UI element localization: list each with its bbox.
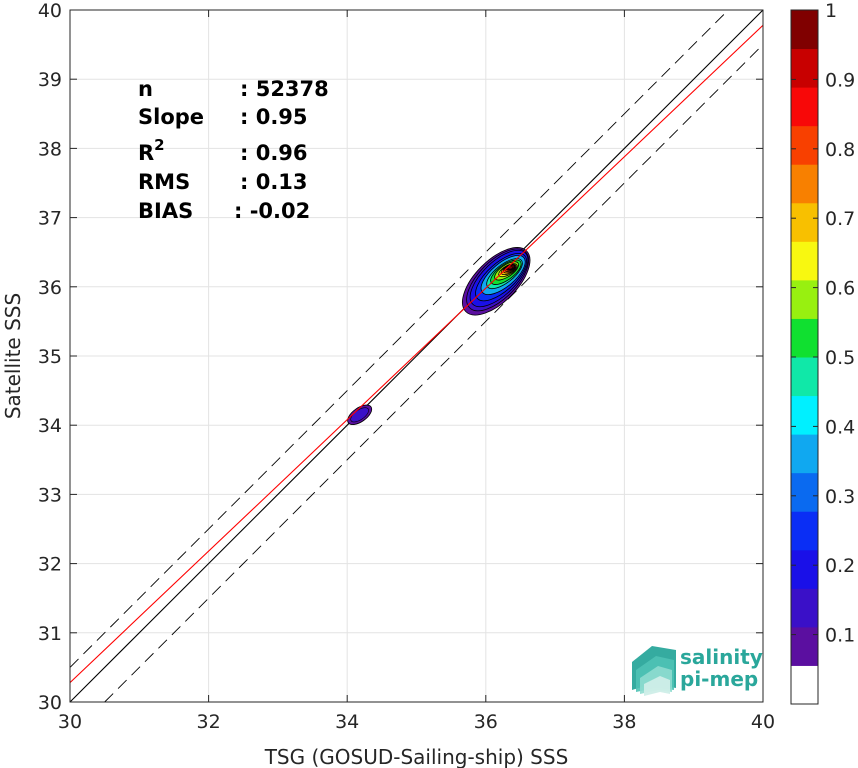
x-tick-label: 38 [612, 711, 636, 733]
stat-label: RMS [138, 170, 190, 194]
logo-line1: salinity [680, 645, 763, 669]
logo-line2: pi-mep [680, 667, 758, 691]
colorbar-segment [791, 472, 818, 512]
colorbar-segment [791, 511, 818, 551]
colorbar-tick-label: 0.2 [825, 555, 855, 577]
colorbar-tick-label: 0.1 [825, 625, 855, 647]
x-tick-label: 40 [751, 711, 775, 733]
stat-value: : -0.02 [234, 199, 310, 223]
reference-lines [69, 9, 764, 703]
fit-line [69, 24, 764, 684]
salinity-pimep-logo: salinity pi-mep [632, 645, 763, 696]
lower-bound-line [104, 44, 764, 703]
colorbar-segment [791, 318, 818, 358]
stat-value: : 0.96 [240, 141, 308, 165]
y-axis-label: Satellite SSS [1, 293, 25, 419]
colorbar-tick-label: 0.6 [825, 278, 855, 300]
upper-bound-line [69, 9, 729, 668]
colorbar-segment [791, 279, 818, 319]
wave-logo-icon [632, 646, 676, 696]
colorbar-tick-label: 0.8 [825, 139, 855, 161]
colorbar-tick-label: 0.5 [825, 347, 855, 369]
x-tick-label: 30 [58, 711, 82, 733]
stat-label: BIAS [138, 199, 193, 223]
colorbar-segment [791, 48, 818, 88]
x-axis-ticks: 30 32 34 36 38 40 [58, 10, 775, 733]
colorbar-segment [791, 549, 818, 589]
x-axis-label: TSG (GOSUD-Sailing-ship) SSS [264, 745, 569, 768]
colorbar-segment [791, 588, 818, 628]
stat-value: : 52378 [240, 77, 329, 101]
x-tick-label: 36 [474, 711, 498, 733]
y-tick-label: 40 [38, 0, 62, 22]
stat-label-superscript: 2 [154, 136, 164, 154]
colorbar-segment [791, 202, 818, 242]
x-tick-label: 34 [335, 711, 359, 733]
y-tick-label: 35 [38, 346, 62, 368]
colorbar-tick-label: 0.4 [825, 416, 855, 438]
colorbar-segment [791, 395, 818, 435]
y-tick-label: 37 [38, 208, 62, 230]
y-tick-label: 34 [38, 415, 62, 437]
colorbar-segment [791, 434, 818, 474]
colorbar-segment [791, 10, 818, 50]
colorbar-segment [791, 125, 818, 165]
x-tick-label: 32 [197, 711, 221, 733]
colorbar-tick-label: 0.7 [825, 208, 855, 230]
colorbar-segment [791, 241, 818, 281]
colorbar-segment [791, 87, 818, 127]
density-contours [69, 24, 764, 684]
identity-line [69, 9, 764, 703]
y-tick-label: 39 [38, 69, 62, 91]
colorbar-tick-label: 0.3 [825, 486, 855, 508]
stat-value: : 0.13 [240, 170, 308, 194]
y-tick-label: 30 [38, 692, 62, 714]
colorbar-tick-label: 0.9 [825, 69, 855, 91]
colorbar-tick-label: 1 [825, 0, 837, 22]
colorbar-segment [791, 626, 818, 666]
y-tick-label: 38 [38, 138, 62, 160]
y-tick-label: 36 [38, 277, 62, 299]
y-axis-ticks: 30 31 32 33 34 35 36 37 38 39 40 [38, 0, 763, 714]
y-tick-label: 32 [38, 554, 62, 576]
y-tick-label: 33 [38, 484, 62, 506]
colorbar-segment [791, 665, 818, 705]
stat-value: : 0.95 [240, 105, 308, 129]
colorbar: 0.1 0.2 0.3 0.4 0.5 0.6 0.7 0.8 0.9 1 [790, 0, 855, 705]
stat-label: n [138, 77, 153, 101]
colorbar-segment [791, 357, 818, 397]
grid [69, 9, 764, 703]
stat-label: Slope [138, 105, 204, 129]
colorbar-segment [791, 164, 818, 204]
y-tick-label: 31 [38, 623, 62, 645]
